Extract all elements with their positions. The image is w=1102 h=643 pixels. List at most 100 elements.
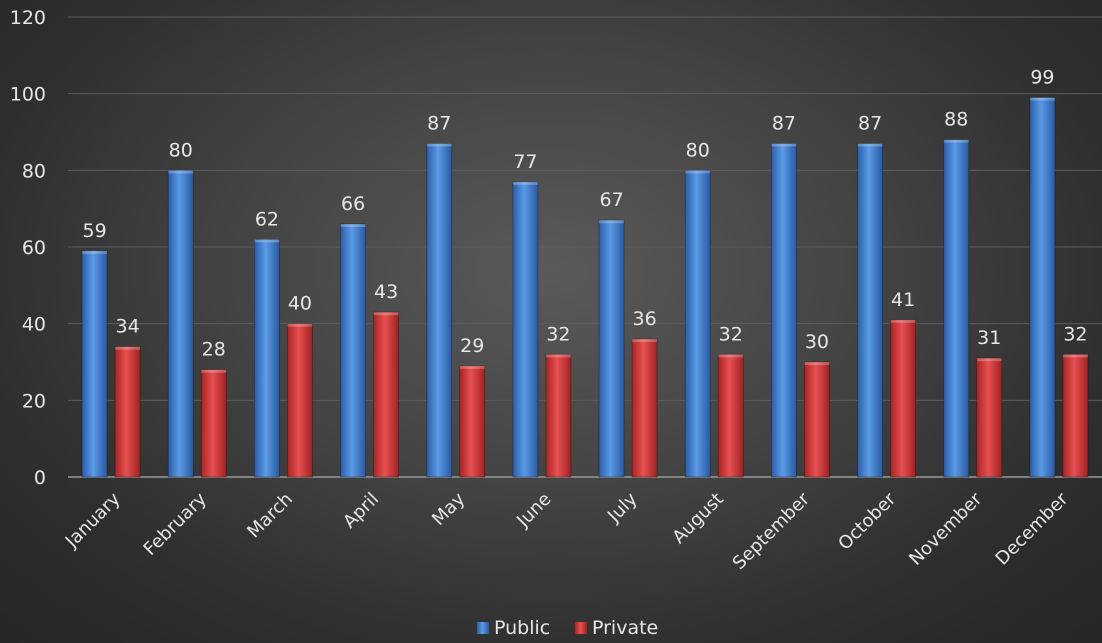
bar-public: [598, 219, 625, 478]
data-label-public: 80: [169, 139, 193, 161]
bar-private-bevel: [890, 319, 916, 323]
data-labels: 59 34 80 28 62 40 66 43 87 29 77 32 67 36 80 32 87 30 87 41…: [82, 67, 1087, 361]
bar-private: [373, 311, 399, 478]
bar-private: [200, 369, 227, 478]
bars: [81, 97, 1089, 478]
bar-private-bevel: [632, 339, 658, 342]
data-label-public: 87: [427, 113, 451, 135]
y-tick-label: 60: [22, 237, 46, 259]
y-tick-label: 40: [22, 314, 46, 336]
data-label-public: 87: [858, 113, 882, 135]
bar-private: [976, 357, 1003, 478]
bar-public: [943, 139, 970, 478]
y-tick-label: 80: [22, 160, 46, 182]
bar-private: [459, 365, 486, 478]
y-axis-tick-labels: 0 20 40 60 80 100 120: [10, 7, 46, 489]
data-label-public: 66: [341, 193, 365, 215]
y-tick-label: 120: [10, 7, 46, 29]
data-label-private: 29: [460, 335, 484, 357]
bar-private: [804, 361, 830, 478]
x-category-label: March: [243, 489, 297, 543]
data-label-public: 62: [255, 208, 279, 230]
bar-private: [1062, 353, 1089, 478]
bar-public: [684, 169, 711, 478]
data-label-private: 32: [546, 323, 570, 345]
data-label-private: 32: [1063, 323, 1087, 345]
bar-private: [717, 353, 744, 478]
y-tick-label: 20: [22, 390, 46, 412]
bar-private-bevel: [201, 369, 227, 373]
bar-private: [890, 319, 916, 478]
y-tick-label: 100: [10, 84, 46, 106]
x-category-label: July: [603, 488, 642, 527]
bar-public: [81, 250, 108, 478]
legend: Public Private: [477, 617, 658, 639]
bar-public-bevel: [599, 220, 625, 224]
x-category-label: May: [428, 488, 469, 529]
x-category-label: April: [339, 489, 383, 533]
legend-label-private: Private: [592, 617, 658, 639]
legend-swatch-private: [575, 622, 587, 634]
data-label-private: 41: [891, 289, 915, 311]
data-label-public: 77: [513, 151, 537, 173]
data-label-public: 67: [599, 189, 623, 211]
bar-public: [167, 169, 194, 478]
bar-private-bevel: [804, 362, 830, 365]
legend-swatch-public: [477, 622, 489, 634]
bar-public-bevel: [857, 143, 883, 147]
bar-private-bevel: [718, 354, 744, 358]
bar-private: [545, 353, 572, 478]
x-category-label: January: [61, 488, 125, 552]
bar-public: [340, 223, 366, 478]
bar-private: [631, 338, 658, 478]
bar-public: [771, 143, 797, 478]
data-label-private: 34: [115, 316, 139, 338]
x-category-label: June: [512, 489, 555, 532]
data-label-public: 80: [686, 139, 710, 161]
data-label-public: 88: [944, 109, 968, 131]
bar-private-bevel: [459, 365, 485, 369]
data-label-public: 59: [82, 220, 106, 242]
data-label-public: 99: [1030, 67, 1054, 89]
bar-public-bevel: [82, 250, 108, 254]
data-label-private: 31: [977, 327, 1001, 349]
x-category-label: October: [834, 488, 900, 554]
data-label-private: 32: [719, 323, 743, 345]
bar-private-bevel: [976, 358, 1002, 362]
bar-public-bevel: [943, 139, 969, 143]
bar-public-bevel: [685, 170, 711, 174]
bar-public: [512, 181, 539, 478]
bar-private-bevel: [287, 323, 313, 327]
bar-public: [426, 143, 453, 478]
data-label-private: 36: [632, 308, 656, 330]
bar-private: [114, 346, 141, 478]
x-category-label: December: [992, 488, 1073, 569]
bar-public: [857, 143, 883, 478]
gridlines: [68, 16, 1102, 478]
bar-public-bevel: [1029, 97, 1055, 101]
data-label-public: 87: [772, 113, 796, 135]
bar-public-bevel: [426, 143, 452, 147]
bar-public: [254, 238, 280, 478]
bar-private-bevel: [373, 312, 399, 316]
x-category-label: February: [140, 488, 211, 559]
legend-label-public: Public: [494, 617, 550, 639]
bar-public-bevel: [168, 170, 194, 174]
bar-public-bevel: [340, 224, 366, 227]
data-label-private: 43: [374, 281, 398, 303]
x-category-label: August: [668, 489, 727, 548]
bar-public-bevel: [771, 143, 797, 147]
bar-public-bevel: [512, 181, 538, 185]
bar-public-bevel: [254, 239, 280, 243]
x-category-label: November: [905, 488, 986, 569]
bar-private: [287, 323, 313, 478]
bar-private-bevel: [1062, 354, 1088, 358]
x-category-label: September: [729, 488, 815, 574]
bar-private-bevel: [115, 346, 141, 350]
data-label-private: 30: [805, 331, 829, 353]
data-label-private: 40: [288, 293, 312, 315]
bar-public: [1029, 97, 1056, 478]
x-axis-category-labels: January February March April May June July Augu…: [61, 488, 1073, 574]
y-tick-label: 0: [34, 467, 46, 489]
